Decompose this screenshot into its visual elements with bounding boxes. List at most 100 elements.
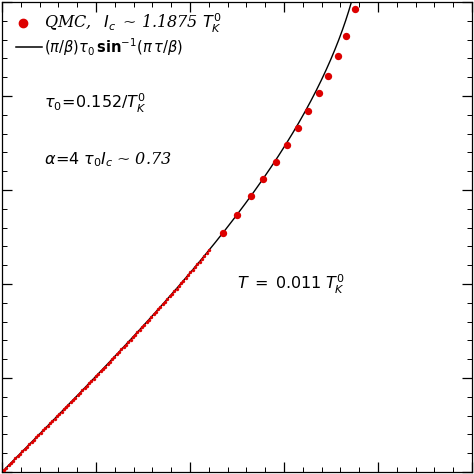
Point	[113, 351, 120, 358]
Point	[48, 417, 56, 425]
Point	[16, 450, 24, 457]
Point	[23, 443, 31, 451]
Point	[166, 292, 173, 300]
Point	[26, 441, 33, 448]
Point	[0, 466, 8, 474]
Point	[88, 377, 95, 385]
Point	[155, 306, 162, 313]
Text: $(\pi/\beta)\tau_0\mathbf{\,sin}^{-1}(\pi\,\tau/\beta)$: $(\pi/\beta)\tau_0\mathbf{\,sin}^{-1}(\p…	[45, 36, 183, 57]
Point	[175, 282, 182, 290]
Point	[92, 373, 100, 380]
Point	[64, 401, 72, 409]
Point	[191, 263, 199, 271]
Point	[9, 457, 17, 465]
Point	[90, 375, 98, 383]
Point	[18, 447, 26, 455]
Point	[173, 285, 181, 292]
Point	[342, 32, 350, 40]
Point	[62, 403, 70, 411]
Point	[164, 295, 171, 303]
Point	[106, 358, 114, 365]
Point	[161, 298, 169, 305]
Point	[247, 192, 255, 200]
Point	[272, 158, 279, 165]
Point	[180, 277, 187, 284]
Point	[118, 346, 125, 353]
Point	[46, 419, 54, 427]
Text: $\tau_0\!=\!0.152/T_K^0$: $\tau_0\!=\!0.152/T_K^0$	[45, 91, 147, 115]
Point	[44, 422, 52, 429]
Point	[97, 367, 104, 375]
Point	[324, 72, 332, 79]
Point	[141, 321, 148, 328]
Point	[110, 353, 118, 361]
Point	[315, 89, 322, 97]
Point	[101, 363, 109, 370]
Point	[134, 328, 141, 336]
Point	[451, 0, 459, 2]
Point	[85, 380, 93, 387]
Point	[198, 255, 206, 263]
Point	[99, 365, 107, 373]
Point	[184, 272, 192, 279]
Point	[12, 455, 19, 462]
Point	[30, 436, 37, 444]
Text: $T\;=\;0.011\;T_K^0$: $T\;=\;0.011\;T_K^0$	[237, 273, 345, 296]
Point	[177, 280, 185, 287]
Point	[189, 266, 197, 273]
Point	[28, 438, 36, 446]
Point	[145, 316, 153, 323]
Point	[58, 408, 65, 416]
Point	[168, 290, 176, 298]
Point	[21, 446, 28, 453]
Point	[125, 338, 132, 346]
Point	[219, 229, 227, 237]
Point	[138, 323, 146, 331]
Point	[53, 413, 61, 420]
Point	[120, 343, 128, 351]
Point	[305, 107, 312, 115]
Point	[147, 313, 155, 321]
Point	[39, 427, 47, 434]
Point	[193, 261, 201, 268]
Point	[196, 258, 203, 265]
Point	[83, 382, 91, 390]
Text: $\alpha\!=\!4\;\tau_0 I_c\;$~ 0.73: $\alpha\!=\!4\;\tau_0 I_c\;$~ 0.73	[45, 150, 172, 169]
Point	[131, 331, 139, 338]
Point	[51, 415, 58, 423]
Point	[2, 464, 10, 472]
Point	[143, 318, 150, 326]
Point	[7, 459, 15, 467]
Point	[72, 394, 79, 401]
Point	[14, 452, 21, 460]
Point	[203, 249, 210, 257]
Point	[60, 406, 68, 413]
Point	[352, 5, 359, 12]
Point	[294, 124, 302, 131]
Point	[283, 141, 291, 149]
Point	[127, 336, 134, 343]
Point	[334, 53, 341, 60]
Point	[201, 252, 208, 260]
Point	[159, 301, 166, 308]
Point	[136, 326, 144, 333]
Point	[152, 308, 160, 316]
Point	[5, 462, 12, 469]
Point	[69, 396, 77, 404]
Point	[78, 387, 86, 394]
Point	[187, 269, 194, 276]
Point	[182, 274, 190, 282]
Point	[109, 356, 116, 363]
Point	[74, 392, 82, 399]
Point	[76, 389, 84, 397]
Point	[42, 424, 49, 432]
Point	[205, 246, 213, 254]
Text: QMC,  $\,I_c\,$ ~ 1.1875 $T_K^0$: QMC, $\,I_c\,$ ~ 1.1875 $T_K^0$	[45, 12, 222, 35]
Point	[233, 211, 241, 219]
Point	[260, 175, 267, 183]
Point	[115, 348, 123, 356]
Point	[129, 333, 137, 341]
Point	[35, 431, 42, 439]
Point	[32, 434, 40, 441]
Point	[150, 310, 157, 318]
